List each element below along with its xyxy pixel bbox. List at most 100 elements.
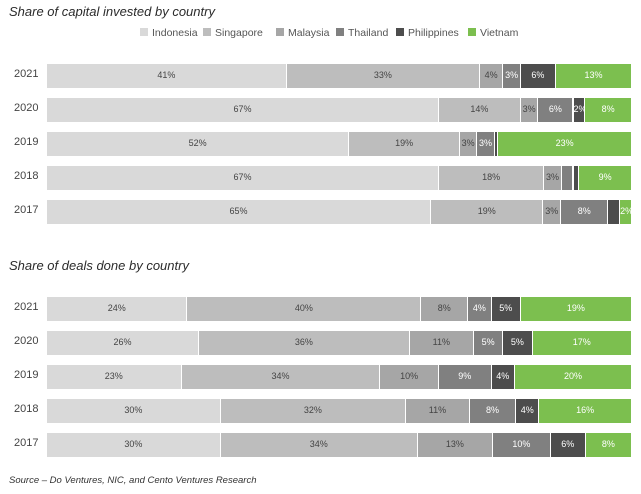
data-label: 18% — [482, 172, 501, 182]
bar-segment-singapore: 33% — [286, 64, 480, 88]
data-label: 3% — [479, 138, 493, 148]
bar-segment-malaysia: 3% — [543, 200, 562, 224]
data-label: 8% — [601, 104, 615, 114]
data-label: 19% — [566, 303, 585, 313]
bar-segment-philippines — [573, 166, 580, 190]
bar-segment-malaysia: 3% — [520, 98, 539, 122]
bar-segment-singapore: 34% — [181, 365, 381, 389]
bar-segment-thailand: 4% — [468, 297, 492, 321]
data-label: 8% — [485, 405, 499, 415]
data-label: 5% — [481, 337, 495, 347]
bar-segment-vietnam: 17% — [532, 331, 632, 355]
data-label: 4% — [520, 405, 534, 415]
year-label: 2021 — [14, 68, 39, 80]
bar-segment-philippines: 6% — [520, 64, 556, 88]
data-label: 10% — [400, 371, 419, 381]
legend-label: Philippines — [408, 27, 459, 39]
bar-row-2020: 2020 26% 36% 11% 5% 5% 17% — [0, 331, 641, 355]
year-label: 2020 — [14, 102, 39, 114]
data-label: 36% — [294, 337, 313, 347]
legend-item-philippines: Philippines — [396, 27, 459, 39]
data-label: 34% — [309, 439, 328, 449]
data-label: 13% — [584, 70, 603, 80]
data-label: 26% — [113, 337, 132, 347]
data-label: 3% — [461, 138, 475, 148]
data-label: 11% — [432, 337, 451, 347]
year-label: 2020 — [14, 335, 39, 347]
bar-segment-malaysia: 3% — [544, 166, 562, 190]
data-label: 23% — [104, 371, 123, 381]
bar-segment-indonesia: 65% — [47, 200, 432, 224]
bar-row-2017: 2017 65% 19% 3% 8% 2% — [0, 200, 641, 224]
bar-segment-indonesia: 23% — [47, 365, 182, 389]
legend-label: Vietnam — [480, 27, 519, 39]
data-label: 10% — [512, 439, 531, 449]
bar-segment-indonesia: 30% — [47, 399, 221, 423]
bar-segment-indonesia: 67% — [47, 166, 439, 190]
bar-segment-vietnam: 9% — [579, 166, 632, 190]
bar-segment-thailand: 6% — [538, 98, 574, 122]
data-label: 9% — [598, 172, 612, 182]
data-label: 32% — [303, 405, 322, 415]
bar-segment-indonesia: 26% — [47, 331, 200, 355]
bar-segment-vietnam: 8% — [585, 98, 632, 122]
data-label: 30% — [124, 439, 143, 449]
data-label: 67% — [233, 104, 252, 114]
data-label: 9% — [458, 371, 472, 381]
bar-segment-philippines: 6% — [550, 433, 586, 457]
bar-segment-thailand: 8% — [469, 399, 517, 423]
data-label: 5% — [499, 303, 513, 313]
bar-segment-philippines: 2% — [573, 98, 587, 122]
bar-segment-indonesia: 67% — [47, 98, 439, 122]
bar-segment-philippines: 5% — [503, 331, 533, 355]
data-label: 30% — [124, 405, 143, 415]
legend-label: Malaysia — [288, 27, 330, 39]
bar-segment-singapore: 36% — [199, 331, 410, 355]
data-label: 23% — [555, 138, 574, 148]
bar-segment-philippines: 4% — [491, 365, 515, 389]
data-label: 34% — [271, 371, 290, 381]
data-label: 14% — [470, 104, 489, 114]
bar-segment-philippines — [494, 132, 499, 156]
bar-row-2021: 2021 24% 40% 8% 4% 5% 19% — [0, 297, 641, 321]
bar-row-2017: 2017 30% 34% 13% 10% 6% 8% — [0, 433, 641, 457]
data-label: 19% — [477, 206, 496, 216]
year-label: 2019 — [14, 136, 39, 148]
bar-segment-thailand: 3% — [503, 64, 521, 88]
legend-item-singapore: Singapore — [203, 27, 263, 39]
year-label: 2018 — [14, 170, 39, 182]
year-label: 2019 — [14, 369, 39, 381]
bar-row-2018: 2018 30% 32% 11% 8% 4% 16% — [0, 399, 641, 423]
legend-label: Indonesia — [152, 27, 198, 39]
data-label: 3% — [545, 206, 559, 216]
bar-row-2020: 2020 67% 14% 3% 6% 2% 8% — [0, 98, 641, 122]
bar-row-2018: 2018 67% 18% 3% 9% — [0, 166, 641, 190]
legend-swatch — [336, 28, 344, 37]
bar-segment-vietnam: 19% — [520, 297, 632, 321]
legend-item-thailand: Thailand — [336, 27, 388, 39]
data-label: 17% — [572, 337, 591, 347]
data-label: 8% — [601, 439, 615, 449]
bar-segment-singapore: 19% — [349, 132, 460, 156]
bar-segment-vietnam: 16% — [539, 399, 632, 423]
bar-segment-malaysia: 10% — [380, 365, 439, 389]
bar-row-2019: 2019 23% 34% 10% 9% 4% 20% — [0, 365, 641, 389]
chart-title-deals: Share of deals done by country — [9, 258, 189, 273]
bar-segment-malaysia: 8% — [421, 297, 469, 321]
data-label: 19% — [395, 138, 414, 148]
bar-row-2021: 2021 41% 33% 4% 3% 6% 13% — [0, 64, 641, 88]
legend-swatch — [276, 28, 284, 37]
legend-item-indonesia: Indonesia — [140, 27, 198, 39]
bar-segment-thailand: 10% — [492, 433, 551, 457]
bar-segment-indonesia: 24% — [47, 297, 188, 321]
source-note: Source – Do Ventures, NIC, and Cento Ven… — [9, 475, 257, 486]
bar-segment-indonesia: 41% — [47, 64, 287, 88]
bar-segment-philippines — [608, 200, 621, 224]
data-label: 6% — [561, 439, 575, 449]
data-label: 3% — [522, 104, 536, 114]
bar-segment-vietnam: 13% — [555, 64, 632, 88]
bar-segment-singapore: 34% — [220, 433, 418, 457]
data-label: 3% — [546, 172, 560, 182]
legend-swatch — [203, 28, 211, 37]
data-label: 2% — [573, 104, 587, 114]
